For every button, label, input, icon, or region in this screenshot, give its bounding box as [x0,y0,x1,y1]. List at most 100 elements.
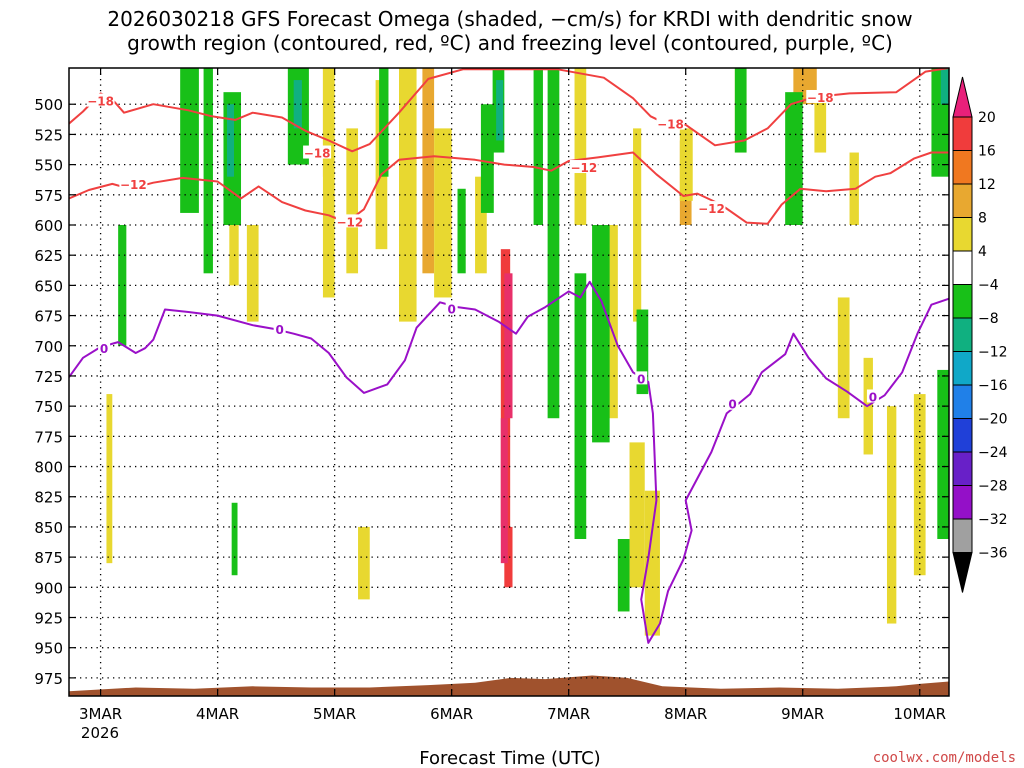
omega-cell-4-8 [629,442,645,588]
omega-cell-4-5 [475,176,487,274]
contour-label-bg [656,116,685,130]
plot-border [68,67,950,697]
contour-label-2-0: 0 [100,342,108,356]
colorbar-swatch-3 [952,217,973,252]
y-tick-label-625: 625 [34,247,63,265]
terrain-layer [69,675,949,696]
colorbar-swatch-9 [952,418,973,453]
y-tick-label-725: 725 [34,368,63,386]
contour-label-1-1: −12 [336,215,363,229]
contour-label-bg [119,176,148,190]
contour-label-1-3: −12 [698,202,725,216]
y-tick-label-975: 975 [34,670,63,688]
colorbar-swatch-5 [952,284,973,319]
colorbar-label-5: −4 [978,278,999,294]
colorbar-label-0: 20 [978,110,996,126]
contour-label-bg [569,160,598,174]
colorbar-label-12: −32 [978,512,1008,528]
x-tick-label-9MAR: 9MAR [781,705,824,723]
y-axis: 500 525 550 575 600 625 650 675 700 725 750 775 800 8… [34,96,949,688]
contour-red-12c [69,151,949,225]
omega-cell-4-12 [814,92,827,153]
colorbar-bottom-cap [952,552,973,593]
colorbar-swatch-0 [952,116,973,151]
contour-label-bg [866,389,879,403]
omega-cell-4-0 [322,68,335,298]
y-tick-label-575: 575 [34,187,63,205]
y-tick-label-500: 500 [34,96,63,114]
omega-cell--8-16 [937,369,949,539]
omega-cell--12-2 [496,80,504,141]
omega-cell-4-21 [358,526,370,600]
x-axis-title: Forecast Time (UTC) [419,748,600,768]
colorbar-label-8: −16 [978,378,1008,394]
omega-cell-4-6 [574,68,587,225]
omega-cell-4-4 [434,128,452,298]
colorbar-label-3: 8 [978,211,987,227]
colorbar-swatch-12 [952,518,973,553]
contour-label-bg [98,341,111,355]
colorbar-top-cap [952,76,973,118]
omega-cell--8-17 [118,225,127,346]
y-tick-label-750: 750 [34,398,63,416]
contour-label-bg [806,89,835,103]
omega-cell--8-18 [231,502,238,576]
omega-cell--12-0 [226,104,234,177]
colorbar-label-6: −8 [978,311,999,327]
contour-label-bg [635,371,648,385]
omega-cell-20-0 [504,273,513,419]
colorbar-swatch-4 [952,250,973,285]
omega-cell--8-11 [617,539,630,612]
contour-label-0-3: −18 [807,91,834,105]
omega-cell-4-19 [229,176,239,286]
y-tick-label-675: 675 [34,308,63,326]
omega-cell--12-1 [293,80,302,129]
contour-label-2-2: 0 [447,302,455,316]
omega-cell-16-1 [504,526,513,588]
plot-frame [68,67,950,697]
contour-red-18c [69,68,949,153]
contour-label-0-1: −18 [304,147,331,161]
colorbar-label-7: −12 [978,345,1008,361]
colorbar: 20 16 12 8 4 −4 −8 −12 −16 −20 −24 −28 −32 −36 [952,76,1008,593]
y-tick-label-775: 775 [34,428,63,446]
y-tick-label-700: 700 [34,338,63,356]
omega-cell--8-12 [636,309,649,395]
contour-label-2-3: 0 [637,372,645,386]
omega-cell-4-1 [346,128,359,274]
chart-title-line1: 2026030218 GFS Forecast Omega (shaded, −… [107,7,912,31]
x-tick-label-7MAR: 7MAR [547,705,590,723]
omega-shading-layer [106,68,949,636]
contour-label-1-0: −12 [120,178,147,192]
contour-label-1-2: −12 [571,161,598,175]
y-tick-label-925: 925 [34,610,63,628]
gridlines [69,68,949,696]
x-tick-label-4MAR: 4MAR [196,705,239,723]
contour-label-2-4: 0 [728,398,736,412]
colorbar-swatch-2 [952,183,973,218]
contour-label-0-0: −18 [87,95,114,109]
colorbar-label-2: 12 [978,177,996,193]
y-tick-label-900: 900 [34,579,63,597]
omega-cell--8-14 [785,92,803,226]
x-tick-label-6MAR: 6MAR [430,705,473,723]
colorbar-swatch-6 [952,317,973,352]
omega-cell--12-3 [940,68,949,105]
y-tick-label-850: 850 [34,519,63,537]
colorbar-label-11: −28 [978,479,1008,495]
credit-text: coolwx.com/models [873,750,1016,766]
x-tick-label-8MAR: 8MAR [664,705,707,723]
contour-label-0-2: −18 [657,118,684,132]
y-tick-label-650: 650 [34,277,63,295]
colorbar-swatch-11 [952,485,973,520]
y-tick-label-825: 825 [34,489,63,507]
omega-cell--8-5 [480,104,494,213]
contour-label-bg [726,396,739,410]
y-tick-label-600: 600 [34,217,63,235]
colorbar-label-4: 4 [978,244,987,260]
terrain-surface [69,675,949,696]
colorbar-label-9: −20 [978,412,1008,428]
omega-cell--8-13 [734,68,747,153]
omega-cell--8-7 [533,68,543,225]
contour-label-2-5: 0 [869,390,877,404]
